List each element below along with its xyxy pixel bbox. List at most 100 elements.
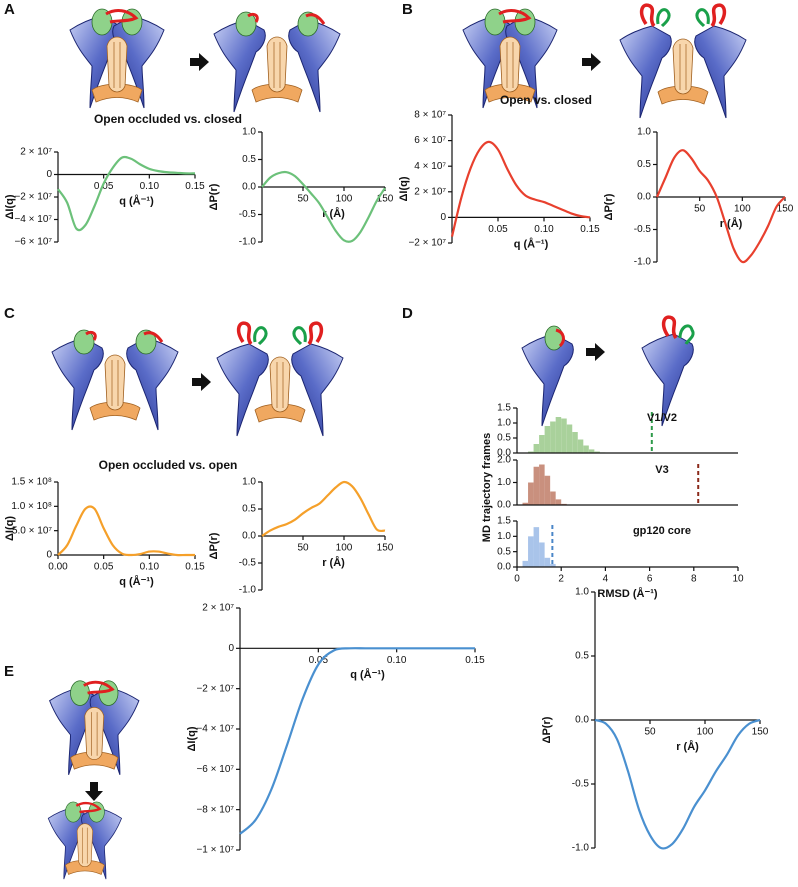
series-label: gp120 core — [633, 525, 691, 537]
panel-label: A — [4, 1, 15, 18]
histogram-bar — [555, 499, 562, 505]
y-tick-label: 0.0 — [637, 192, 651, 203]
panel-title: Open occluded vs. open — [99, 458, 238, 472]
arrow — [586, 343, 605, 361]
panel-label: B — [402, 1, 413, 18]
y-tick-label: -1.0 — [239, 585, 257, 596]
histogram-bar — [533, 527, 540, 567]
structure-closed — [48, 802, 121, 879]
y-tick-label: 1.0 — [497, 477, 511, 488]
y-tick-label: 0 — [46, 169, 52, 180]
x-tick-label: 150 — [377, 194, 394, 205]
x-tick-label: 0.00 — [48, 562, 68, 573]
x-tick-label: 0.05 — [488, 224, 508, 235]
panel-label: E — [4, 663, 14, 680]
x-tick-label: 6 — [647, 574, 653, 585]
y-tick-label: −8 × 10⁷ — [196, 804, 234, 815]
y-tick-label: -1.0 — [572, 843, 590, 854]
x-axis-label: q (Å⁻¹) — [350, 668, 385, 681]
histogram-bar — [539, 435, 545, 453]
data-line — [57, 155, 196, 232]
histogram-bar — [588, 449, 595, 453]
histogram-bar — [539, 542, 545, 567]
x-tick-label: 50 — [297, 194, 309, 205]
histogram-bar — [522, 560, 529, 567]
y-axis-label: ΔI(q) — [4, 194, 16, 219]
x-tick-label: 0.15 — [185, 562, 205, 573]
histogram-bar — [533, 466, 540, 505]
y-tick-label: 5.0 × 10⁷ — [12, 525, 52, 536]
x-tick-label: 0.10 — [387, 655, 407, 666]
y-tick-label: 0.0 — [242, 531, 256, 542]
x-tick-label: 150 — [777, 204, 794, 215]
x-tick-label: 50 — [644, 727, 656, 738]
data-line — [594, 718, 761, 850]
y-tick-label: 1.0 × 10⁸ — [11, 501, 52, 512]
y-tick-label: 1.0 — [497, 418, 511, 429]
y-tick-label: 1.5 × 10⁸ — [11, 477, 52, 488]
y-tick-label: -1.0 — [239, 237, 257, 248]
y-tick-label: 1.0 — [242, 127, 256, 138]
x-tick-label: 0.05 — [94, 181, 114, 192]
x-tick-label: 0.10 — [140, 181, 160, 192]
y-axis-label: ΔP(r) — [208, 532, 220, 559]
series-label: V1/V2 — [647, 412, 677, 424]
x-tick-label: 100 — [336, 543, 353, 554]
x-tick-label: 100 — [336, 194, 353, 205]
y-tick-label: 0.0 — [497, 562, 511, 573]
panel-label: D — [402, 305, 413, 322]
x-tick-label: 4 — [603, 574, 609, 585]
x-tick-label: 50 — [297, 543, 309, 554]
histogram-bar — [522, 502, 529, 505]
y-tick-label: −6 × 10⁷ — [196, 764, 234, 775]
histogram-bar — [583, 445, 589, 453]
y-tick-label: 0.5 — [637, 159, 651, 170]
x-tick-label: 150 — [377, 543, 394, 554]
x-tick-label: 150 — [752, 727, 769, 738]
y-axis-label: ΔP(r) — [603, 193, 615, 220]
y-axis-label: ΔP(r) — [541, 716, 553, 743]
x-axis-label: RMSD (Å⁻¹) — [597, 587, 658, 600]
histogram-bar — [550, 421, 556, 453]
arrow — [85, 782, 103, 801]
y-tick-label: 2 × 10⁷ — [414, 186, 446, 197]
histogram-bar — [528, 451, 534, 453]
y-tick-label: 0 — [228, 643, 234, 654]
y-tick-label: 2 × 10⁷ — [20, 147, 52, 158]
y-tick-label: 1.5 — [497, 403, 511, 414]
y-tick-label: 2 × 10⁷ — [202, 603, 234, 614]
data-line — [239, 647, 475, 835]
y-tick-label: 0.5 — [575, 651, 589, 662]
y-tick-label: 1.0 — [242, 477, 256, 488]
x-axis-label: q (Å⁻¹) — [514, 237, 549, 250]
y-tick-label: −6 × 10⁷ — [14, 237, 52, 248]
y-tick-label: 0.5 — [497, 433, 511, 444]
y-tick-label: 2.0 — [497, 455, 511, 466]
x-tick-label: 0 — [514, 574, 520, 585]
x-tick-label: 0.05 — [309, 655, 329, 666]
y-tick-label: −1 × 10⁷ — [196, 845, 234, 856]
structure-open — [620, 5, 746, 118]
y-tick-label: 0.0 — [497, 448, 511, 459]
x-axis-label: r (Å) — [322, 556, 345, 569]
panel-label: C — [4, 305, 15, 322]
x-tick-label: 0.15 — [465, 655, 485, 666]
y-tick-label: 1.0 — [575, 587, 589, 598]
x-tick-label: 8 — [691, 574, 697, 585]
y-tick-label: 0 — [440, 212, 446, 223]
y-tick-label: −2 × 10⁷ — [196, 683, 234, 694]
y-tick-label: 0.5 — [242, 504, 256, 515]
y-tick-label: 0.0 — [497, 500, 511, 511]
x-tick-label: 0.15 — [185, 181, 205, 192]
y-tick-label: -1.0 — [634, 257, 652, 268]
y-tick-label: 1.0 — [637, 127, 651, 138]
histogram-bar — [594, 451, 600, 453]
y-tick-label: 0.5 — [497, 546, 511, 557]
x-tick-label: 0.05 — [94, 562, 114, 573]
y-tick-label: 0.0 — [242, 182, 256, 193]
y-axis-label: ΔI(q) — [398, 176, 410, 201]
data-line — [261, 170, 386, 243]
x-tick-label: 50 — [694, 204, 706, 215]
